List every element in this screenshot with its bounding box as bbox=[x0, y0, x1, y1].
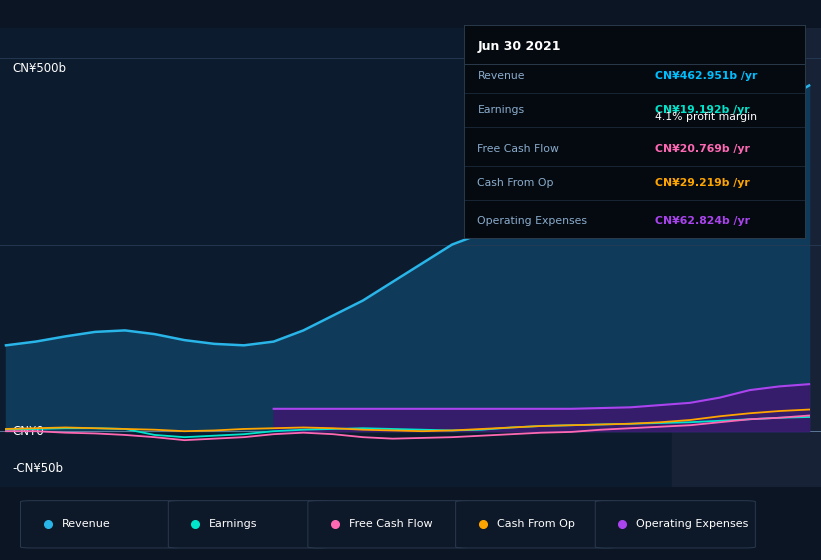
FancyBboxPatch shape bbox=[595, 501, 755, 548]
FancyBboxPatch shape bbox=[456, 501, 616, 548]
Text: CN¥62.824b /yr: CN¥62.824b /yr bbox=[654, 216, 750, 226]
Text: CN¥20.769b /yr: CN¥20.769b /yr bbox=[654, 143, 750, 153]
Text: Operating Expenses: Operating Expenses bbox=[478, 216, 588, 226]
Text: Earnings: Earnings bbox=[478, 105, 525, 115]
FancyBboxPatch shape bbox=[168, 501, 328, 548]
Text: Cash From Op: Cash From Op bbox=[478, 178, 554, 188]
Text: Jun 30 2021: Jun 30 2021 bbox=[478, 40, 561, 53]
Text: Free Cash Flow: Free Cash Flow bbox=[349, 519, 433, 529]
Text: CN¥462.951b /yr: CN¥462.951b /yr bbox=[654, 71, 757, 81]
Text: Cash From Op: Cash From Op bbox=[497, 519, 575, 529]
Text: Revenue: Revenue bbox=[62, 519, 110, 529]
FancyBboxPatch shape bbox=[308, 501, 468, 548]
Text: Revenue: Revenue bbox=[478, 71, 525, 81]
Text: Free Cash Flow: Free Cash Flow bbox=[478, 143, 559, 153]
Text: CN¥500b: CN¥500b bbox=[12, 63, 67, 76]
Text: Earnings: Earnings bbox=[209, 519, 258, 529]
Text: CN¥19.192b /yr: CN¥19.192b /yr bbox=[654, 105, 750, 115]
Text: 4.1% profit margin: 4.1% profit margin bbox=[654, 111, 757, 122]
Text: Operating Expenses: Operating Expenses bbox=[636, 519, 749, 529]
FancyBboxPatch shape bbox=[21, 501, 181, 548]
Text: CN¥0: CN¥0 bbox=[12, 424, 44, 438]
Text: CN¥29.219b /yr: CN¥29.219b /yr bbox=[654, 178, 750, 188]
Bar bbox=[672, 28, 821, 487]
Text: -CN¥50b: -CN¥50b bbox=[12, 462, 63, 475]
